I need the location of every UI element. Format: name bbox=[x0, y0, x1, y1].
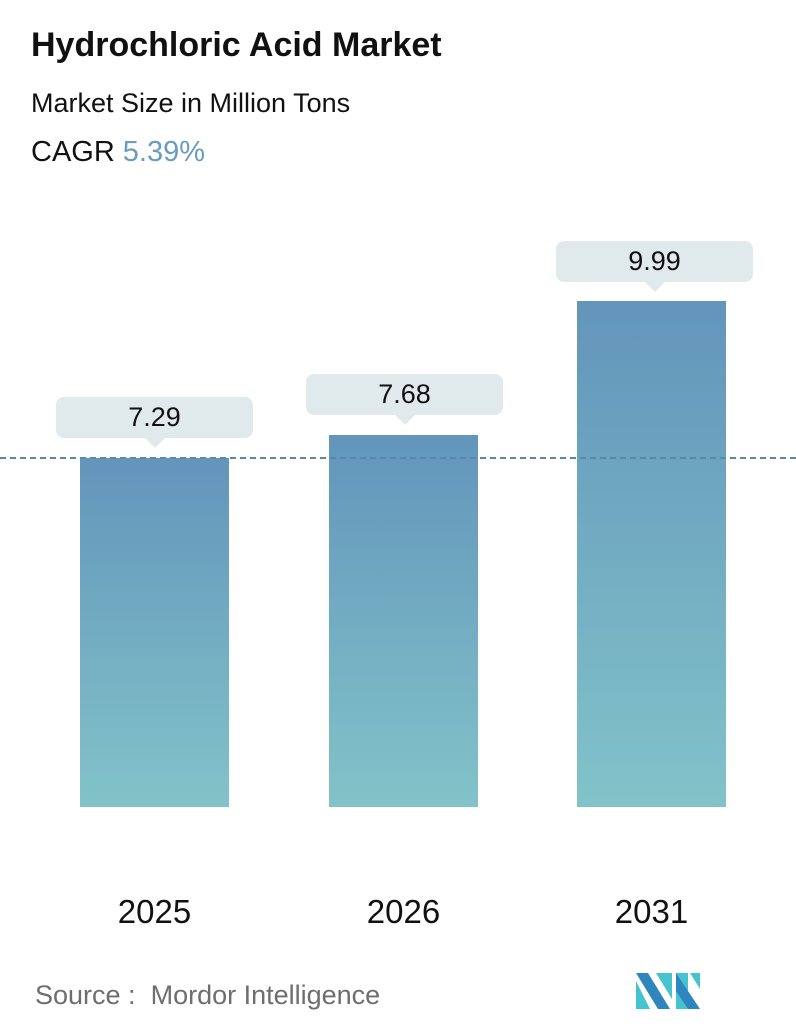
mordor-intelligence-logo-icon bbox=[636, 973, 700, 1009]
value-label-2026: 7.68 bbox=[306, 374, 503, 425]
source-label: Source : bbox=[35, 980, 136, 1010]
source-name: Mordor Intelligence bbox=[150, 980, 381, 1010]
chart-subtitle: Market Size in Million Tons bbox=[31, 88, 351, 118]
value-label-2025: 7.29 bbox=[56, 397, 253, 448]
bar-2031 bbox=[577, 301, 726, 807]
chart-title: Hydrochloric Acid Market bbox=[31, 26, 442, 64]
cagr-value: 5.39% bbox=[122, 136, 206, 168]
bar-chart: 7.29 7.68 9.99 2025 2026 2031 bbox=[0, 241, 796, 930]
value-label-2031: 9.99 bbox=[556, 241, 753, 292]
cagr-line: CAGR 5.39% bbox=[31, 136, 205, 169]
cagr-label: CAGR bbox=[31, 136, 115, 168]
bar-2026 bbox=[329, 435, 478, 807]
x-label-2031: 2031 bbox=[614, 893, 689, 930]
source-credit: Source : Mordor Intelligence bbox=[35, 980, 380, 1011]
bar-2025 bbox=[80, 458, 229, 807]
reference-dashed-line bbox=[0, 457, 796, 459]
x-label-2026: 2026 bbox=[366, 893, 441, 930]
x-label-2025: 2025 bbox=[117, 893, 192, 930]
